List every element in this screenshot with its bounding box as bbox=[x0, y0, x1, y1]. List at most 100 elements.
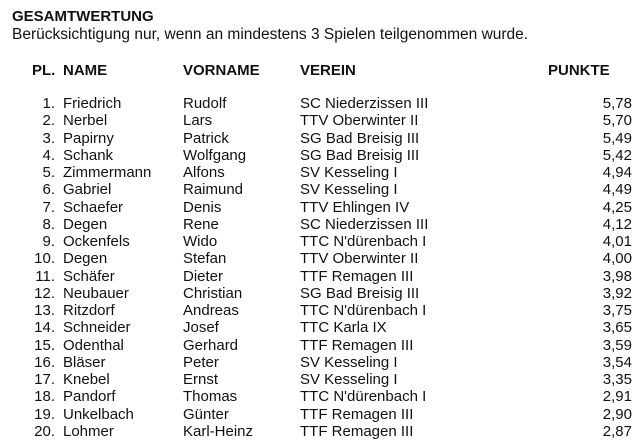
table-row: 7. Schaefer Denis TTV Ehlingen IV 4,25 bbox=[0, 199, 640, 216]
cell-punkte: 5,70 bbox=[602, 112, 632, 130]
cell-punkte: 3,54 bbox=[602, 353, 632, 371]
cell-punkte: 5,49 bbox=[602, 129, 632, 147]
cell-pl: 17. bbox=[34, 371, 55, 389]
cell-name: Degen bbox=[63, 250, 108, 268]
table-row: 11. Schäfer Dieter TTF Remagen III 3,98 bbox=[0, 268, 640, 285]
header-verein: VEREIN bbox=[300, 62, 356, 79]
table-row: 15. Odenthal Gerhard TTF Remagen III 3,59 bbox=[0, 337, 640, 354]
cell-name: Degen bbox=[63, 215, 108, 233]
cell-verein: SC Niederzissen III bbox=[300, 215, 429, 233]
cell-punkte: 3,59 bbox=[602, 336, 632, 354]
cell-punkte: 3,75 bbox=[602, 302, 632, 320]
cell-vorname: Peter bbox=[183, 353, 219, 371]
header-vorname: VORNAME bbox=[183, 62, 260, 79]
cell-vorname: Günter bbox=[183, 405, 229, 423]
cell-vorname: Ernst bbox=[183, 371, 219, 389]
cell-pl: 5. bbox=[42, 164, 55, 182]
cell-vorname: Karl-Heinz bbox=[183, 422, 254, 440]
cell-verein: TTF Remagen III bbox=[300, 336, 414, 354]
cell-verein: TTV Oberwinter II bbox=[300, 112, 419, 130]
cell-vorname: Wido bbox=[183, 233, 218, 251]
cell-punkte: 3,65 bbox=[602, 319, 632, 337]
cell-name: Unkelbach bbox=[63, 405, 134, 423]
cell-pl: 2. bbox=[42, 112, 55, 130]
table-row: 19. Unkelbach Günter TTF Remagen III 2,90 bbox=[0, 406, 640, 423]
cell-verein: SG Bad Breisig III bbox=[300, 146, 420, 164]
cell-name: Ockenfels bbox=[63, 233, 130, 251]
table-row: 18. Pandorf Thomas TTC N'dürenbach I 2,91 bbox=[0, 388, 640, 405]
cell-verein: SG Bad Breisig III bbox=[300, 284, 420, 302]
cell-vorname: Patrick bbox=[183, 129, 229, 147]
table-row: 4. Schank Wolfgang SG Bad Breisig III 5,42 bbox=[0, 147, 640, 164]
cell-name: Lohmer bbox=[63, 422, 114, 440]
cell-name: Schaefer bbox=[63, 198, 124, 216]
table-row: 3. Papirny Patrick SG Bad Breisig III 5,49 bbox=[0, 130, 640, 147]
cell-name: Neubauer bbox=[63, 284, 129, 302]
cell-name: Bläser bbox=[63, 353, 106, 371]
page-title: GESAMTWERTUNG bbox=[12, 8, 154, 25]
cell-vorname: Denis bbox=[183, 198, 222, 216]
table-row: 5. Zimmermann Alfons SV Kesseling I 4,94 bbox=[0, 164, 640, 181]
cell-vorname: Rene bbox=[183, 215, 219, 233]
cell-pl: 6. bbox=[42, 181, 55, 199]
cell-punkte: 5,42 bbox=[602, 146, 632, 164]
cell-verein: TTF Remagen III bbox=[300, 422, 414, 440]
header-name: NAME bbox=[63, 62, 108, 79]
cell-name: Schank bbox=[63, 146, 114, 164]
cell-vorname: Lars bbox=[183, 112, 213, 130]
cell-pl: 8. bbox=[42, 215, 55, 233]
cell-pl: 18. bbox=[34, 388, 55, 406]
cell-pl: 9. bbox=[42, 233, 55, 251]
table-header: PL. NAME VORNAME VEREIN PUNKTE bbox=[0, 62, 640, 79]
cell-punkte: 3,98 bbox=[602, 267, 632, 285]
cell-verein: TTF Remagen III bbox=[300, 267, 414, 285]
cell-pl: 1. bbox=[42, 95, 55, 112]
cell-punkte: 3,35 bbox=[602, 371, 632, 389]
cell-pl: 10. bbox=[34, 250, 55, 268]
cell-pl: 14. bbox=[34, 319, 55, 337]
cell-pl: 20. bbox=[34, 422, 55, 440]
cell-vorname: Alfons bbox=[183, 164, 225, 182]
table-row: 17. Knebel Ernst SV Kesseling I 3,35 bbox=[0, 371, 640, 388]
table-row: 6. Gabriel Raimund SV Kesseling I 4,49 bbox=[0, 181, 640, 198]
cell-punkte: 2,91 bbox=[602, 388, 632, 406]
cell-verein: SV Kesseling I bbox=[300, 371, 398, 389]
cell-name: Odenthal bbox=[63, 336, 124, 354]
cell-vorname: Rudolf bbox=[183, 95, 227, 112]
cell-pl: 19. bbox=[34, 405, 55, 423]
table-row: 8. Degen Rene SC Niederzissen III 4,12 bbox=[0, 216, 640, 233]
cell-name: Schneider bbox=[63, 319, 131, 337]
table-row: 16. Bläser Peter SV Kesseling I 3,54 bbox=[0, 354, 640, 371]
table-row: 2. Nerbel Lars TTV Oberwinter II 5,70 bbox=[0, 112, 640, 129]
cell-name: Papirny bbox=[63, 129, 114, 147]
table-row: 12. Neubauer Christian SG Bad Breisig III 3,… bbox=[0, 285, 640, 302]
cell-vorname: Dieter bbox=[183, 267, 224, 285]
table-row: 14. Schneider Josef TTC Karla IX 3,65 bbox=[0, 319, 640, 336]
cell-verein: TTF Remagen III bbox=[300, 405, 414, 423]
cell-verein: SV Kesseling I bbox=[300, 353, 398, 371]
cell-vorname: Raimund bbox=[183, 181, 244, 199]
cell-verein: TTC N'dürenbach I bbox=[300, 388, 427, 406]
table-row: 10. Degen Stefan TTV Oberwinter II 4,00 bbox=[0, 250, 640, 267]
cell-name: Schäfer bbox=[63, 267, 115, 285]
cell-pl: 15. bbox=[34, 336, 55, 354]
header-pl: PL. bbox=[32, 62, 56, 79]
cell-verein: TTC N'dürenbach I bbox=[300, 302, 427, 320]
table-row: 13. Ritzdorf Andreas TTC N'dürenbach I 3,75 bbox=[0, 302, 640, 319]
cell-punkte: 4,12 bbox=[602, 215, 632, 233]
cell-name: Zimmermann bbox=[63, 164, 152, 182]
cell-pl: 16. bbox=[34, 353, 55, 371]
cell-punkte: 4,01 bbox=[602, 233, 632, 251]
cell-punkte: 2,90 bbox=[602, 405, 632, 423]
cell-punkte: 4,49 bbox=[602, 181, 632, 199]
cell-vorname: Josef bbox=[183, 319, 219, 337]
cell-pl: 4. bbox=[42, 146, 55, 164]
cell-verein: TTC N'dürenbach I bbox=[300, 233, 427, 251]
cell-verein: TTC Karla IX bbox=[300, 319, 387, 337]
cell-verein: TTV Oberwinter II bbox=[300, 250, 419, 268]
cell-pl: 3. bbox=[42, 129, 55, 147]
cell-vorname: Andreas bbox=[183, 302, 239, 320]
cell-name: Friedrich bbox=[63, 95, 122, 112]
cell-punkte: 5,78 bbox=[602, 95, 632, 112]
cell-vorname: Christian bbox=[183, 284, 243, 302]
